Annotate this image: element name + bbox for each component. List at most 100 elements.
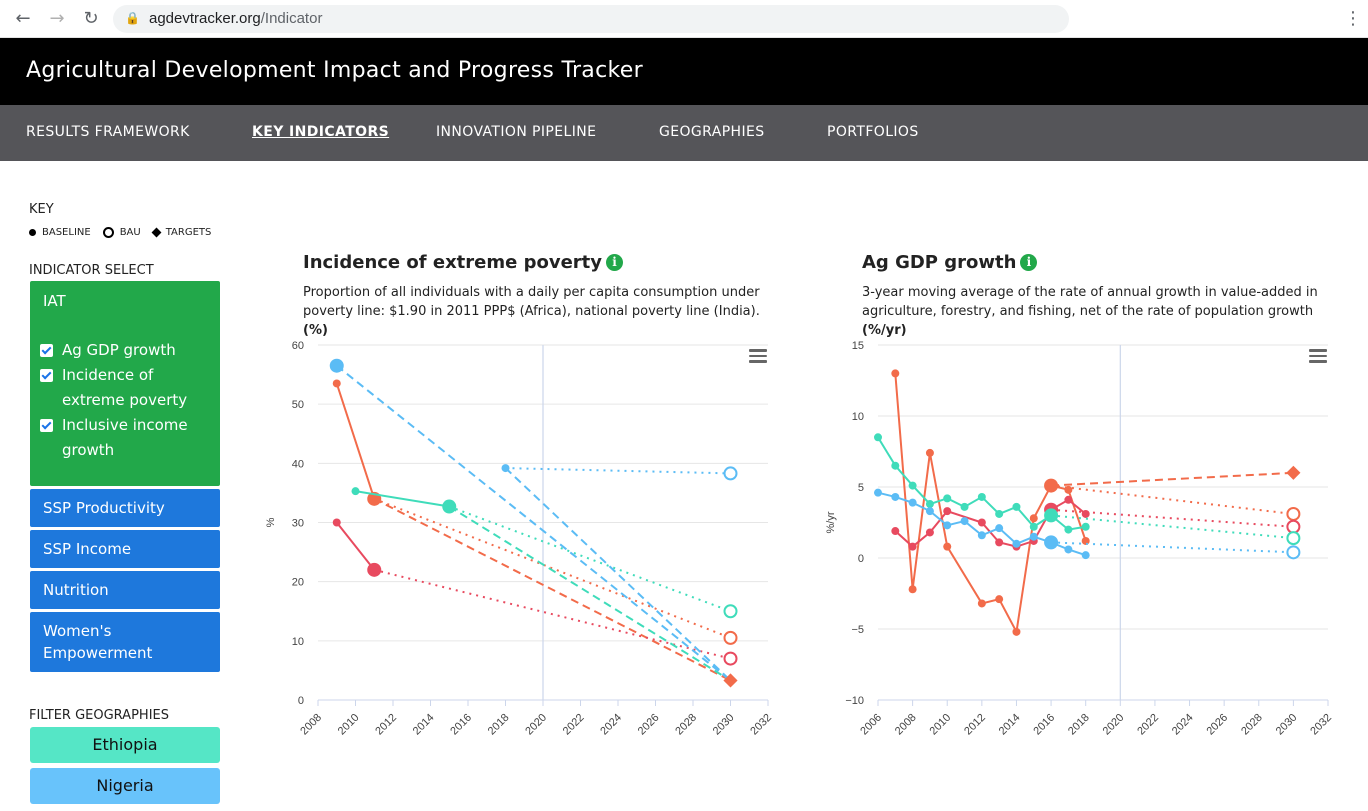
baseline-point bbox=[1044, 478, 1059, 493]
y-tick-label: 20 bbox=[292, 577, 304, 589]
url-text: agdevtracker.org/Indicator bbox=[149, 10, 323, 27]
nav-key-indicators[interactable]: KEY INDICATORS bbox=[252, 124, 390, 140]
x-tick-label: 2022 bbox=[1135, 712, 1161, 738]
data-point bbox=[1081, 522, 1090, 531]
y-tick-label: −5 bbox=[851, 624, 864, 636]
data-point bbox=[332, 518, 341, 527]
target-diamond-icon bbox=[151, 227, 162, 238]
x-tick-label: 2010 bbox=[928, 712, 954, 738]
site-header: Agricultural Development Impact and Prog… bbox=[0, 38, 1368, 105]
y-tick-label: 5 bbox=[858, 482, 864, 494]
data-point bbox=[1012, 502, 1021, 511]
data-point bbox=[977, 518, 986, 527]
geo-button-ethiopia[interactable]: Ethiopia bbox=[30, 727, 220, 763]
key-title: KEY bbox=[29, 202, 54, 217]
info-icon[interactable]: i bbox=[1020, 254, 1038, 271]
x-tick-label: 2014 bbox=[997, 712, 1023, 738]
data-point bbox=[908, 542, 917, 551]
key-bau-label: BAU bbox=[119, 227, 141, 238]
x-tick-label: 2016 bbox=[448, 712, 474, 738]
data-point bbox=[891, 461, 900, 470]
indicator-select-label: INDICATOR SELECT bbox=[29, 263, 154, 278]
bau-line bbox=[373, 497, 731, 639]
x-tick-label: 2016 bbox=[1031, 712, 1057, 738]
x-tick-label: 2020 bbox=[1101, 712, 1127, 738]
x-tick-label: 2012 bbox=[962, 712, 988, 738]
indicator-group-iat[interactable]: IAT Ag GDP growth Incidence of extreme po… bbox=[30, 281, 220, 486]
indicator-inclusive-income-growth[interactable]: Inclusive income growth bbox=[40, 413, 188, 463]
checkbox-checked-icon[interactable] bbox=[40, 369, 53, 382]
nav-geographies[interactable]: GEOGRAPHIES bbox=[659, 124, 765, 140]
indicator-extreme-poverty[interactable]: Incidence of extreme poverty bbox=[40, 363, 187, 413]
nav-portfolios[interactable]: PORTFOLIOS bbox=[827, 124, 919, 140]
browser-menu-icon[interactable]: ⋮ bbox=[1344, 8, 1362, 29]
forward-arrow-icon[interactable]: → bbox=[49, 8, 65, 29]
chart-menu-icon[interactable] bbox=[749, 349, 767, 363]
indicator-group-womens-empowerment[interactable]: Women's Empowerment bbox=[30, 612, 220, 672]
nav-innovation-pipeline[interactable]: INNOVATION PIPELINE bbox=[436, 124, 597, 140]
bau-line bbox=[448, 505, 731, 613]
x-tick-label: 2022 bbox=[561, 712, 587, 738]
indicator-ag-gdp-growth[interactable]: Ag GDP growth bbox=[40, 338, 176, 363]
baseline-point bbox=[1044, 508, 1059, 523]
y-tick-label: 60 bbox=[292, 340, 304, 352]
series-line bbox=[894, 373, 1087, 635]
data-point bbox=[995, 509, 1004, 518]
baseline-point bbox=[1044, 535, 1059, 550]
data-point bbox=[908, 498, 917, 507]
x-tick-label: 2032 bbox=[748, 712, 774, 738]
y-tick-label: 30 bbox=[292, 518, 304, 530]
x-tick-label: 2026 bbox=[1204, 712, 1230, 738]
bau-point bbox=[1286, 545, 1301, 560]
chart-description-poverty: Proportion of all individuals with a dai… bbox=[303, 285, 760, 338]
indicator-group-ssp-income[interactable]: SSP Income bbox=[30, 530, 220, 568]
data-point bbox=[960, 502, 969, 511]
baseline-point bbox=[442, 499, 457, 514]
indicator-label: Ag GDP growth bbox=[62, 341, 176, 359]
data-point bbox=[874, 488, 882, 497]
data-point bbox=[1064, 545, 1073, 554]
address-bar[interactable]: 🔒 agdevtracker.org/Indicator bbox=[113, 5, 1069, 33]
indicator-group-nutrition[interactable]: Nutrition bbox=[30, 571, 220, 609]
y-tick-label: 50 bbox=[292, 399, 304, 411]
chart-title-ag-gdp: Ag GDP growth i bbox=[862, 252, 1038, 273]
checkbox-checked-icon[interactable] bbox=[40, 419, 53, 432]
x-tick-label: 2020 bbox=[523, 712, 549, 738]
back-arrow-icon[interactable]: ← bbox=[15, 8, 31, 29]
data-point bbox=[1029, 522, 1038, 531]
y-axis-label: %/yr bbox=[825, 511, 837, 533]
bau-point bbox=[723, 466, 738, 481]
filter-geographies-label: FILTER GEOGRAPHIES bbox=[29, 708, 169, 723]
geo-button-nigeria[interactable]: Nigeria bbox=[30, 768, 220, 804]
baseline-point bbox=[367, 562, 382, 577]
x-tick-label: 2030 bbox=[711, 712, 737, 738]
y-tick-label: 15 bbox=[852, 340, 864, 352]
baseline-point bbox=[329, 358, 344, 373]
reload-icon[interactable]: ↻ bbox=[83, 8, 99, 29]
checkbox-checked-icon[interactable] bbox=[40, 344, 53, 357]
data-point bbox=[891, 369, 900, 378]
target-line bbox=[336, 364, 732, 682]
data-point bbox=[1081, 551, 1090, 560]
indicator-label: Inclusive income bbox=[62, 416, 188, 434]
lock-icon: 🔒 bbox=[125, 11, 140, 25]
data-point bbox=[1064, 525, 1073, 534]
info-icon[interactable]: i bbox=[606, 254, 624, 271]
x-tick-label: 2028 bbox=[1239, 712, 1265, 738]
baseline-dot-icon bbox=[29, 229, 36, 236]
x-tick-label: 2008 bbox=[298, 712, 324, 738]
data-point bbox=[995, 524, 1004, 533]
indicator-group-ssp-productivity[interactable]: SSP Productivity bbox=[30, 489, 220, 527]
chart-menu-icon[interactable] bbox=[1309, 349, 1327, 363]
data-point bbox=[925, 528, 934, 537]
data-point bbox=[977, 531, 986, 540]
y-tick-label: 0 bbox=[298, 695, 304, 707]
nav-results-framework[interactable]: RESULTS FRAMEWORK bbox=[26, 124, 190, 140]
data-point bbox=[501, 464, 510, 473]
group-label: Women's bbox=[43, 622, 112, 640]
x-tick-label: 2010 bbox=[336, 712, 362, 738]
target-point bbox=[723, 673, 738, 688]
data-point bbox=[332, 379, 341, 388]
indicator-label: growth bbox=[62, 441, 115, 459]
